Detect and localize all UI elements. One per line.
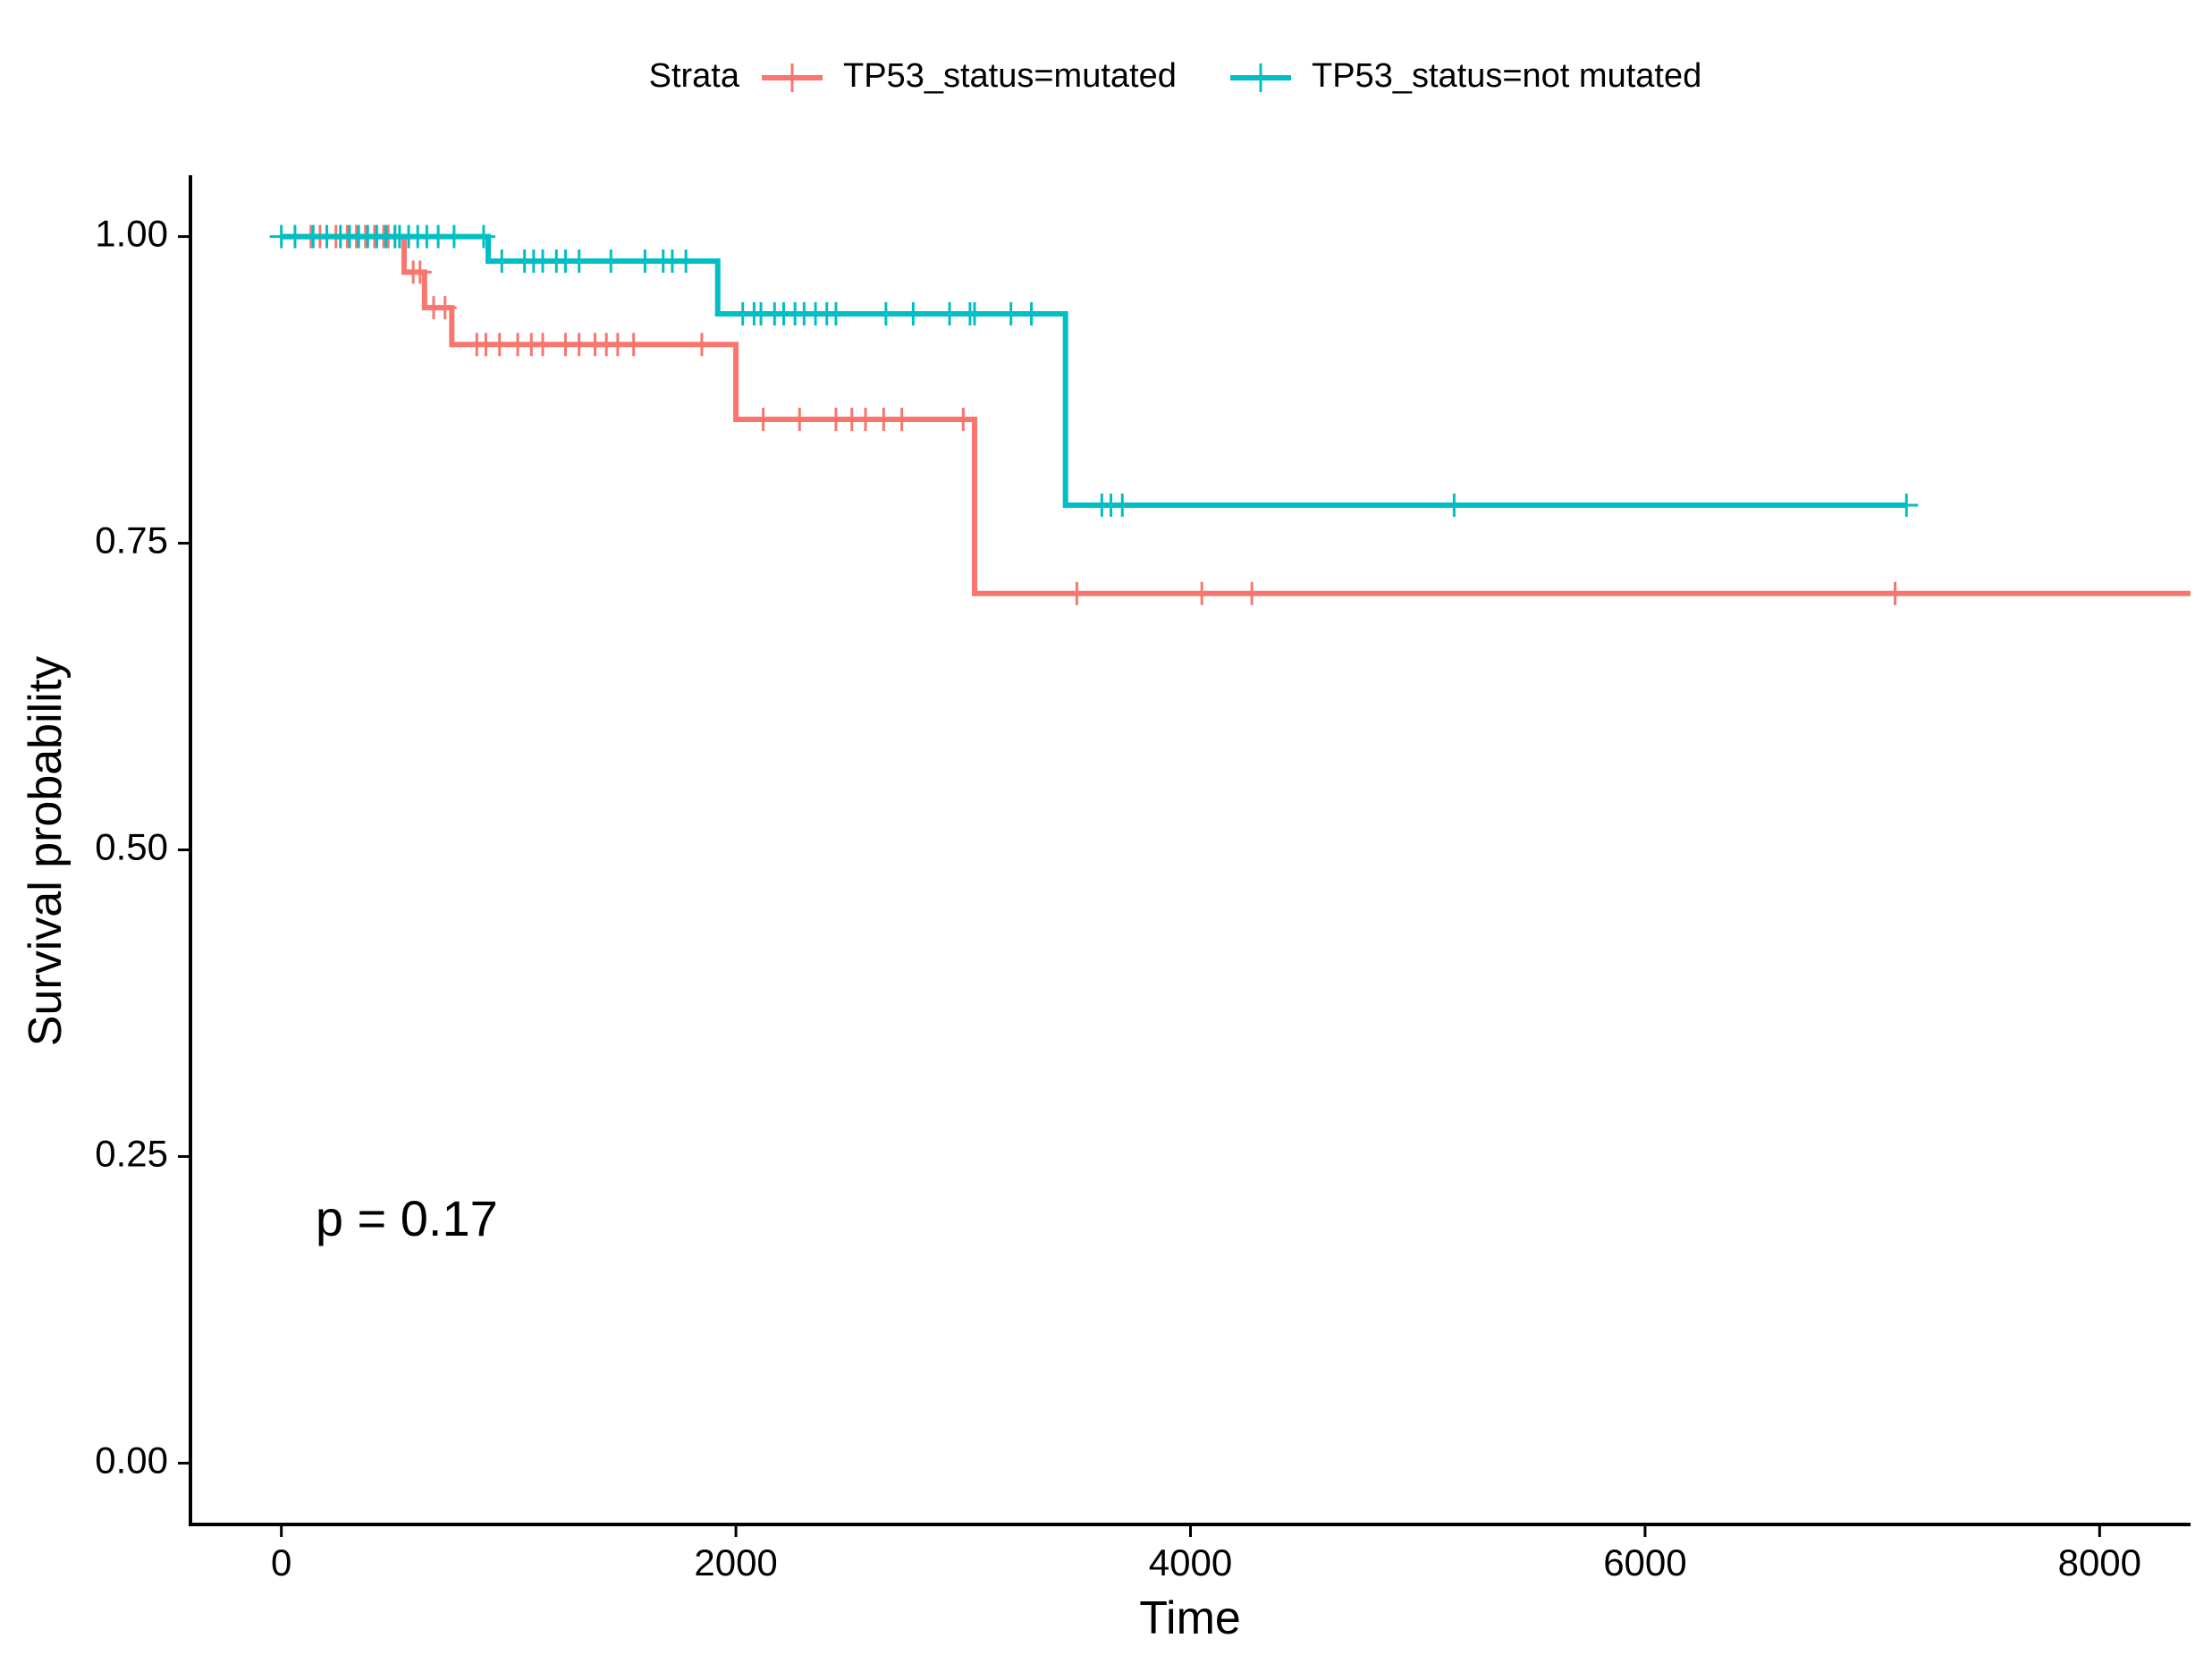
x-tick-label: 6000 [1603,1541,1686,1583]
y-tick-label: 1.00 [95,213,168,255]
x-tick-label: 8000 [2058,1541,2141,1583]
y-tick-label: 0.25 [95,1133,168,1175]
series-layer [269,224,2191,605]
y-tick-label: 0.75 [95,519,168,562]
legend-title: Strata [649,57,740,95]
legend-key-not-mutated[interactable] [1230,63,1291,92]
y-tick-label: 0.50 [95,826,168,868]
legend-key-mutated[interactable] [762,63,823,92]
legend: Strata TP53_status=mutated TP53_status=n… [649,57,1702,95]
legend-label-mutated: TP53_status=mutated [843,57,1177,95]
survival-curve-mutated [281,233,2191,596]
x-axis-label: Time [1139,1592,1241,1644]
series-not-mutated [269,224,1919,518]
y-tick-label: 0.00 [95,1440,168,1482]
x-ticks: 0 2000 4000 6000 8000 [271,1524,2141,1583]
p-value-annotation: p = 0.17 [316,1190,498,1246]
legend-label-not-mutated: TP53_status=not mutated [1312,57,1701,95]
y-ticks: 0.00 0.25 0.50 0.75 1.00 [95,213,190,1482]
series-mutated [281,224,2191,605]
x-tick-label: 2000 [694,1541,777,1583]
x-tick-label: 4000 [1149,1541,1232,1583]
x-tick-label: 0 [271,1541,291,1583]
y-axis-label: Survival probability [20,656,72,1046]
survival-curve-not-mutated [281,233,1907,509]
